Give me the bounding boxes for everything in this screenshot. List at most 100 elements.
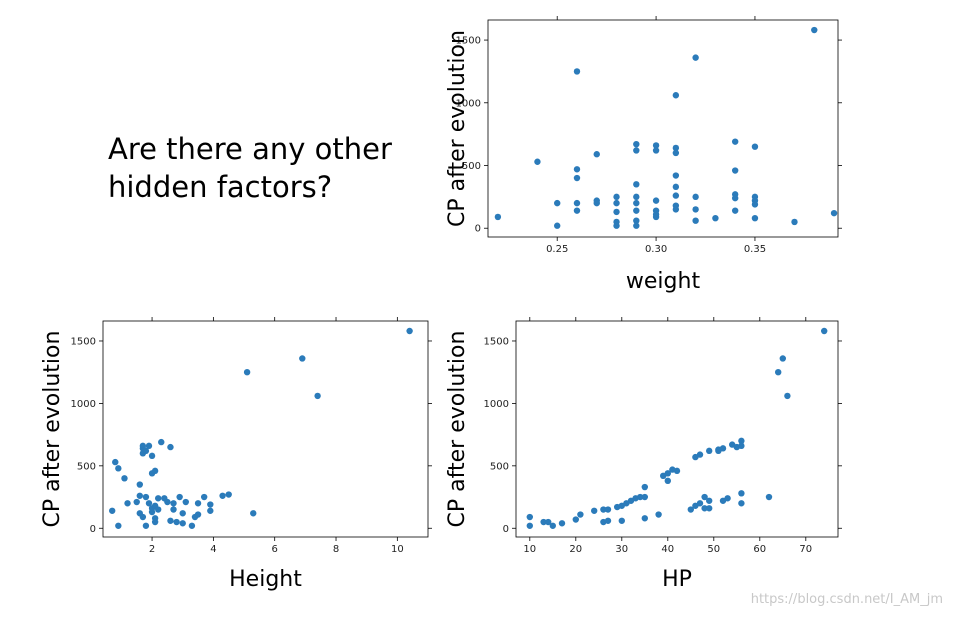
data-point (573, 207, 581, 214)
data-point (577, 511, 584, 518)
x-axis-label: HP (662, 567, 692, 592)
data-point (613, 199, 620, 207)
data-point (672, 92, 680, 99)
data-point (664, 477, 671, 485)
data-point (154, 495, 162, 502)
data-point (637, 493, 644, 501)
data-point (696, 451, 704, 458)
data-point (170, 500, 177, 507)
data-point (593, 151, 600, 158)
data-point (731, 167, 739, 174)
y-axis-label: CP after evolution (445, 30, 470, 227)
data-point (207, 507, 214, 514)
data-point (613, 208, 620, 216)
data-point (751, 201, 759, 208)
data-point (652, 147, 660, 154)
data-point (534, 158, 541, 165)
data-point (672, 206, 680, 213)
data-point (731, 138, 739, 145)
y-axis-label: CP after evolution (445, 331, 470, 528)
plot-frame (487, 19, 839, 238)
data-point (133, 498, 140, 506)
y-tick-label: 1000 (484, 399, 509, 410)
data-point (724, 495, 731, 502)
plot-frame (515, 320, 839, 538)
data-point (124, 500, 131, 507)
data-point (554, 199, 561, 207)
data-point (200, 493, 208, 501)
data-point (687, 506, 694, 513)
data-point (712, 214, 719, 222)
data-point (672, 144, 680, 152)
data-point (633, 140, 640, 148)
data-point (112, 458, 119, 466)
data-point (167, 517, 174, 524)
data-point (706, 447, 713, 455)
y-tick-label: 500 (77, 461, 96, 472)
data-point (633, 217, 640, 224)
data-point (692, 193, 699, 201)
data-point (573, 174, 581, 182)
data-point (672, 172, 680, 179)
x-tick-label: 30 (615, 544, 628, 555)
data-point (641, 483, 648, 491)
data-point (604, 506, 612, 513)
x-tick-label: 50 (707, 544, 720, 555)
data-point (225, 491, 232, 498)
data-point (641, 515, 648, 522)
data-point (115, 522, 122, 529)
data-point (701, 505, 708, 512)
x-tick-label: 0.35 (744, 244, 766, 255)
data-point (207, 501, 214, 508)
data-point (194, 511, 202, 518)
y-tick-label: 500 (462, 161, 481, 172)
data-point (633, 207, 640, 214)
data-point (151, 467, 159, 475)
data-point (188, 522, 196, 529)
data-point (633, 222, 640, 229)
data-point (706, 497, 713, 504)
x-tick-label: 40 (661, 544, 674, 555)
data-point (142, 522, 150, 529)
x-axis-label: weight (626, 269, 701, 294)
y-tick-label: 0 (475, 224, 481, 235)
data-point (170, 506, 177, 513)
data-point (633, 193, 640, 201)
data-point (604, 517, 612, 524)
y-tick-label: 1000 (456, 98, 481, 109)
y-tick-label: 1500 (456, 36, 481, 47)
x-tick-label: 0.25 (546, 244, 568, 255)
data-point (779, 355, 786, 362)
data-point (751, 143, 759, 150)
data-point (572, 516, 579, 523)
data-point (692, 206, 699, 213)
x-tick-label: 70 (799, 544, 812, 555)
data-point (540, 518, 547, 526)
data-point (775, 368, 782, 376)
data-point (652, 197, 660, 204)
data-point (613, 222, 620, 229)
data-point (406, 327, 413, 335)
data-point (738, 500, 745, 507)
x-tick-label: 10 (391, 544, 404, 555)
data-point (811, 26, 818, 34)
data-point (182, 498, 189, 506)
data-point (179, 520, 186, 527)
data-point (139, 442, 147, 450)
data-point (731, 207, 739, 214)
data-point (526, 522, 533, 529)
data-point (591, 507, 598, 514)
data-point (145, 442, 153, 450)
data-point (751, 214, 759, 222)
data-point (719, 445, 727, 452)
data-point (600, 506, 607, 513)
data-point (784, 392, 791, 400)
y-tick-label: 500 (490, 461, 509, 472)
x-tick-label: 4 (210, 544, 216, 555)
x-tick-label: 2 (149, 544, 155, 555)
data-point (148, 452, 156, 460)
data-point (554, 222, 561, 229)
data-point (314, 392, 321, 400)
y-tick-label: 1000 (71, 399, 96, 410)
data-point (142, 447, 150, 455)
